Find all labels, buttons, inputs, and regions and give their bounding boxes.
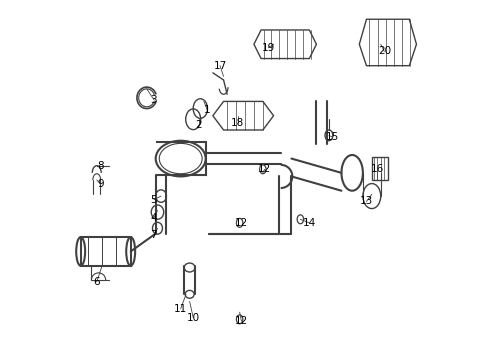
- Text: 13: 13: [360, 197, 373, 206]
- Text: 17: 17: [213, 61, 226, 71]
- Text: 1: 1: [204, 105, 211, 115]
- Text: 15: 15: [326, 132, 339, 142]
- Text: 3: 3: [150, 95, 157, 105]
- Text: 12: 12: [235, 218, 248, 228]
- Text: 2: 2: [195, 120, 202, 130]
- Text: 8: 8: [97, 161, 104, 171]
- Text: 19: 19: [262, 43, 275, 53]
- Text: 12: 12: [258, 164, 271, 174]
- Text: 20: 20: [378, 46, 391, 57]
- Text: 12: 12: [235, 316, 248, 326]
- Text: 7: 7: [150, 230, 157, 240]
- Text: 5: 5: [150, 195, 157, 204]
- Text: 9: 9: [97, 179, 104, 189]
- Text: 11: 11: [174, 303, 187, 314]
- Text: 18: 18: [231, 118, 245, 128]
- Text: 14: 14: [303, 218, 316, 228]
- Text: 6: 6: [94, 277, 100, 287]
- Text: 10: 10: [187, 312, 200, 323]
- Text: 16: 16: [370, 164, 384, 174]
- Text: 4: 4: [150, 212, 157, 222]
